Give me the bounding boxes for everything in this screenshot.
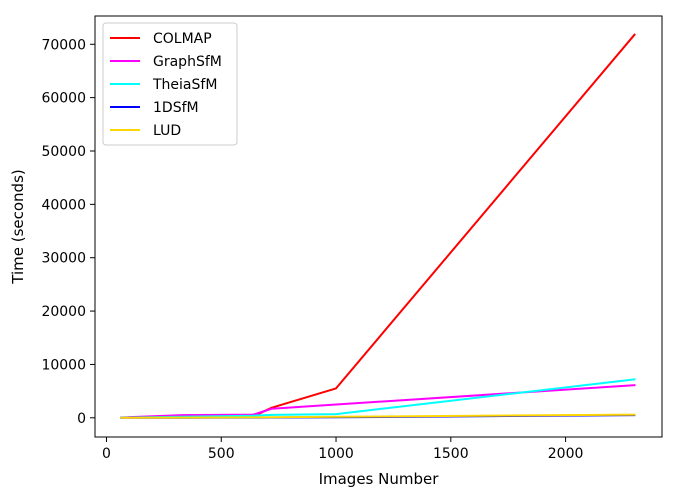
plot-frame (94, 15, 663, 438)
legend-label: 1DSfM (153, 100, 199, 116)
x-tick-label: 500 (208, 446, 235, 462)
y-tick-label: 30000 (41, 251, 86, 267)
x-axis-label: Images Number (319, 470, 440, 488)
legend: COLMAP GraphSfM TheiaSfM 1DSfM LUD (102, 22, 238, 146)
y-tick-label: 10000 (41, 357, 86, 373)
legend-label: TheiaSfM (152, 77, 217, 93)
legend-box (102, 22, 238, 146)
y-tick-label: 20000 (41, 304, 86, 320)
series-line-lud (120, 413, 636, 419)
x-tick-label: 1000 (318, 446, 354, 462)
y-tick-label: 60000 (41, 91, 86, 107)
y-tick-label: 70000 (41, 37, 86, 53)
y-tick-label: 0 (77, 411, 86, 427)
x-tick-label: 2000 (548, 446, 584, 462)
legend-label: GraphSfM (153, 54, 222, 70)
y-axis-ticks: 0 10000 20000 30000 40000 50000 60000 70000 (41, 37, 95, 427)
x-tick-label: 0 (102, 446, 111, 462)
series-layer (120, 33, 636, 419)
x-tick-label: 1500 (433, 446, 469, 462)
y-tick-label: 50000 (41, 144, 86, 160)
y-axis-label: Time (seconds) (9, 169, 27, 285)
series-line-graphsfm (120, 384, 636, 419)
x-axis-ticks: 0 500 1000 1500 2000 (102, 437, 583, 462)
legend-label: LUD (153, 123, 181, 139)
y-tick-label: 40000 (41, 197, 86, 213)
legend-label: COLMAP (153, 31, 212, 47)
